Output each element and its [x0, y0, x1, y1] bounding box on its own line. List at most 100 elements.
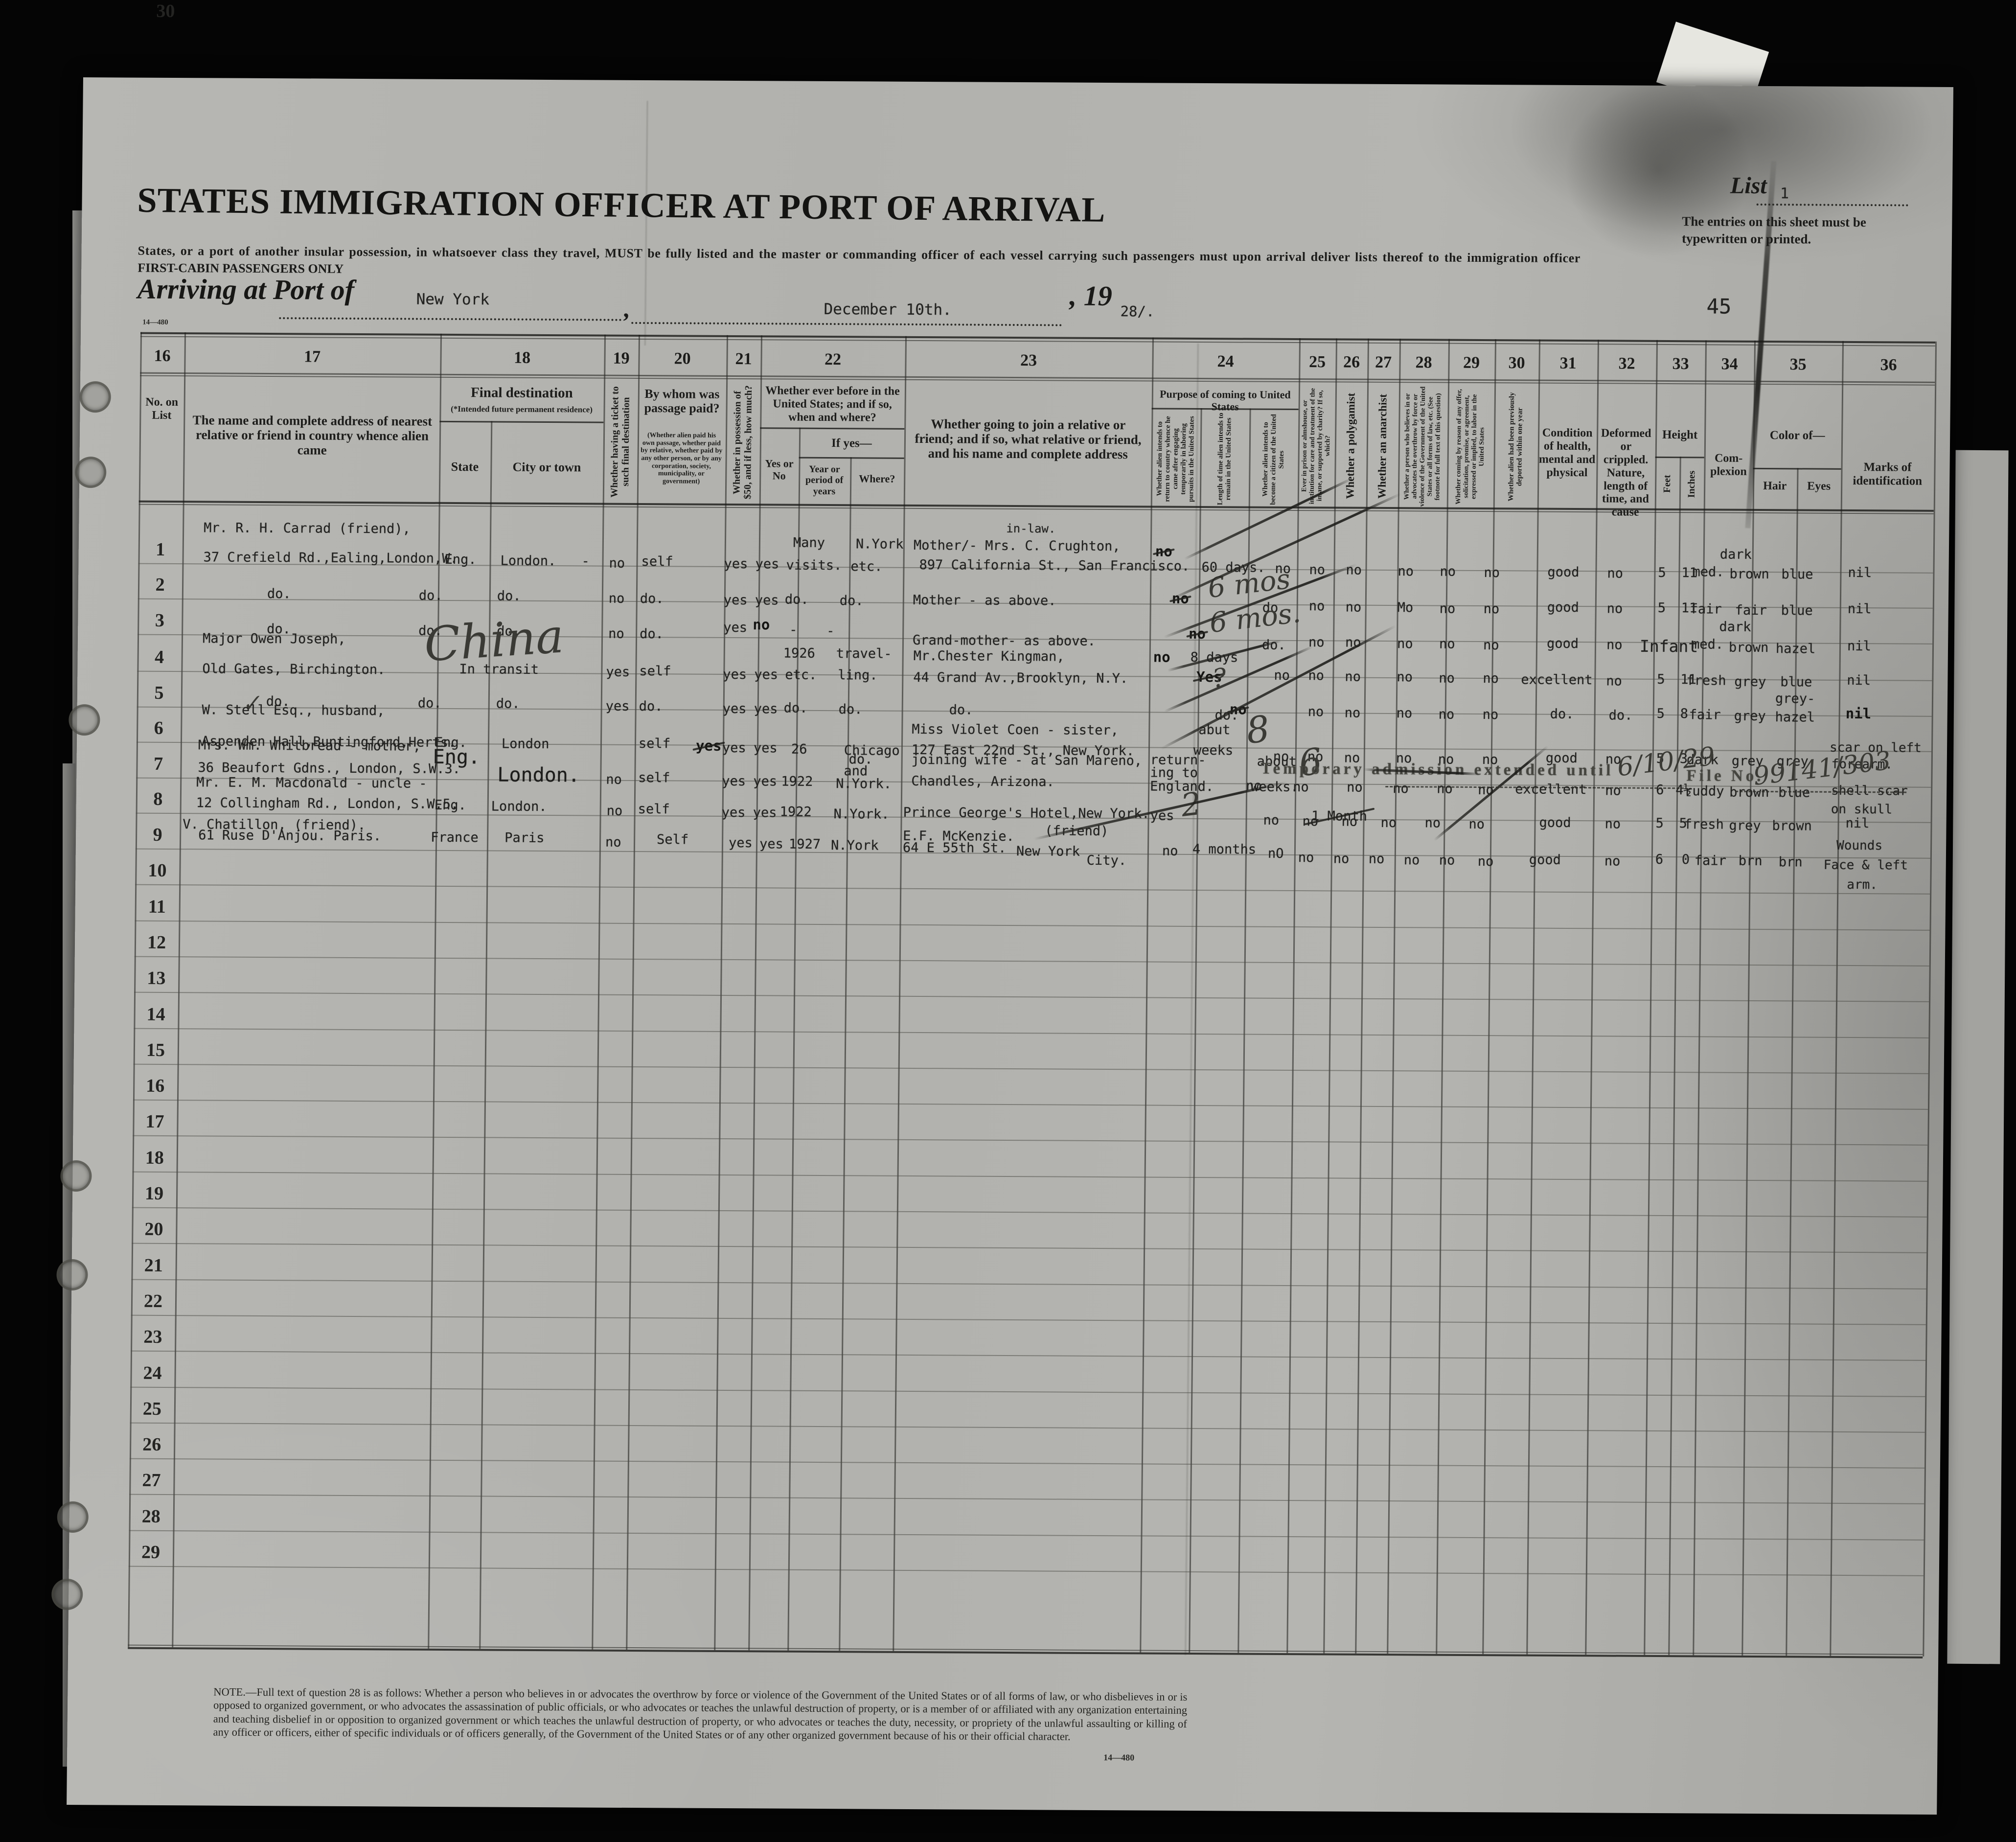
row-number: 29	[141, 1542, 160, 1563]
typed-entry: do.	[267, 586, 291, 602]
typed-entry: 5	[1656, 706, 1665, 721]
typed-entry: Eng.	[444, 552, 477, 568]
col-20-label: By whom was passage paid?	[644, 387, 720, 415]
typed-entry: brown	[1772, 818, 1812, 834]
typed-entry: fresh	[1684, 817, 1724, 832]
typed-entry: fair	[1694, 853, 1726, 869]
typed-entry: no	[1477, 854, 1494, 870]
typed-entry-bold: no	[1155, 543, 1172, 560]
typed-entry: no	[1309, 562, 1326, 578]
typed-entry: hazel	[1775, 641, 1816, 657]
typed-entry: do.	[1550, 706, 1574, 722]
typed-entry: Paris	[504, 830, 545, 846]
year-typed: 28/.	[1120, 303, 1155, 320]
typed-entry: no	[1380, 815, 1397, 831]
typed-entry: nil	[1848, 565, 1872, 581]
typed-entry: N.York.	[833, 806, 890, 822]
col-22-number: 22	[824, 350, 842, 369]
typed-entry: dark	[1719, 547, 1752, 562]
typed-entry: no	[1606, 673, 1622, 689]
row-number: 12	[147, 932, 166, 953]
typed-entry: -	[789, 622, 798, 638]
typed-entry: no	[1439, 601, 1456, 617]
typed-entry: self	[641, 554, 673, 570]
typed-entry: no	[1333, 851, 1350, 867]
typed-entry: brn	[1738, 853, 1763, 869]
row-number: 28	[141, 1506, 160, 1527]
typed-entry: ling.	[838, 668, 878, 683]
comma: ,	[624, 295, 631, 322]
typed-entry: no	[1302, 814, 1319, 829]
typed-entry: yes	[722, 740, 746, 756]
col-16-label: No. on List	[145, 395, 179, 422]
entries-note: The entries on this sheet must be typewr…	[1681, 214, 1867, 247]
typed-entry: ing to	[1150, 765, 1198, 781]
typed-entry: yes	[722, 773, 746, 789]
col-33-label: Height	[1662, 428, 1698, 442]
typed-entry: fresh	[1686, 673, 1726, 689]
typed-entry: no	[1483, 671, 1499, 687]
typed-entry: Wounds	[1836, 838, 1883, 853]
typed-entry: no	[1605, 783, 1621, 799]
typed-entry: yes	[606, 664, 630, 680]
typed-entry: do.	[496, 696, 520, 712]
typed-entry: no	[1439, 852, 1455, 868]
row-number: 15	[146, 1039, 165, 1060]
typed-entry: 6	[1656, 782, 1664, 798]
typed-entry: Miss Violet Coen - sister,	[912, 721, 1119, 738]
typed-entry: blue	[1781, 603, 1813, 619]
typed-entry: no	[1484, 565, 1500, 581]
col-24c-label: Whether alien intends to become a citize…	[1261, 414, 1285, 505]
typed-entry: joining wife - at San Mareno,	[911, 752, 1143, 769]
typed-entry: self	[638, 802, 670, 817]
typed-entry: Mrs. Wm. Whitbread - mother,	[198, 737, 421, 754]
typed-entry: Major Owen Joseph,	[202, 631, 346, 647]
col-18-label: Final destination	[470, 385, 573, 401]
typed-entry: no	[1606, 601, 1623, 617]
typed-entry: Mr. E. M. Macdonald - uncle -	[196, 775, 427, 791]
typed-entry: brown	[1729, 784, 1769, 801]
col-20-sublabel: (Whether alien paid his own passage, whe…	[641, 432, 723, 485]
typed-entry: no	[1483, 638, 1499, 653]
typed-entry: do.	[1608, 708, 1633, 723]
col-27-label: Whether an anarchist	[1375, 393, 1389, 499]
col-23-label: Whether going to join a relative or frie…	[915, 416, 1142, 462]
typed-entry: do.	[640, 626, 664, 642]
typed-entry: no	[1293, 780, 1309, 795]
row-number: 24	[143, 1362, 162, 1383]
typed-entry: 5	[1657, 671, 1665, 687]
typed-entry: no	[1468, 816, 1485, 832]
typed-entry: yes	[723, 667, 747, 683]
typed-entry: 1 Month	[1311, 808, 1368, 824]
typed-entry: etc.	[785, 667, 817, 683]
typed-entry: no	[606, 772, 622, 787]
typed-entry: no	[1344, 705, 1361, 721]
col-25-number: 25	[1308, 353, 1326, 371]
typed-entry: no	[1604, 853, 1621, 869]
col-24-number: 24	[1217, 352, 1234, 371]
col-18-state-label: State	[451, 459, 479, 474]
typed-entry: Self	[656, 832, 689, 848]
typed-entry: 36 Beaufort Gdns., London, S.W.3.	[198, 760, 461, 777]
typed-entry: 37 Crefield Rd.,Ealing,London,W.	[203, 550, 458, 567]
typed-entry: grey	[1734, 674, 1766, 690]
col-21-number: 21	[735, 350, 752, 368]
typed-entry: blue	[1778, 785, 1810, 801]
typed-entry: 4 months	[1192, 841, 1257, 857]
row-number: 6	[154, 717, 163, 738]
typed-entry: In transit	[459, 662, 539, 677]
hole-punch	[79, 381, 112, 413]
form-number-top: 14—480	[142, 318, 168, 326]
typed-entry: brown	[1729, 566, 1769, 582]
col-16-number: 16	[154, 346, 171, 365]
typed-entry: nil	[1847, 601, 1872, 617]
row-number: 11	[148, 896, 166, 917]
col-24a-label: Whether alien intends to return to count…	[1155, 415, 1196, 502]
col-26-label: Whether a polygamist	[1344, 393, 1357, 500]
typed-entry: 26	[791, 741, 807, 757]
row-number: 9	[153, 824, 162, 845]
col-21-label: Whether in possession of $50, and if les…	[731, 385, 755, 500]
typed-entries-layer: Mr. R. H. Carrad (friend), 37 Crefield Rd…	[0, 0, 2016, 892]
typed-entry: yes	[724, 556, 748, 572]
col-18-number: 18	[513, 348, 531, 367]
